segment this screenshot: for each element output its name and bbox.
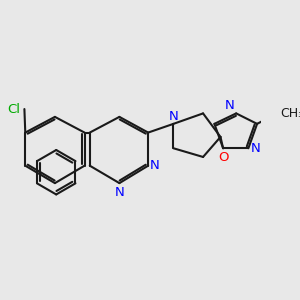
Text: N: N [150,159,160,172]
Text: Cl: Cl [8,103,20,116]
Text: N: N [115,186,124,199]
Text: N: N [250,142,260,155]
Text: CH₃: CH₃ [280,107,300,120]
Text: N: N [169,110,178,122]
Text: O: O [218,152,228,164]
Text: N: N [224,99,234,112]
